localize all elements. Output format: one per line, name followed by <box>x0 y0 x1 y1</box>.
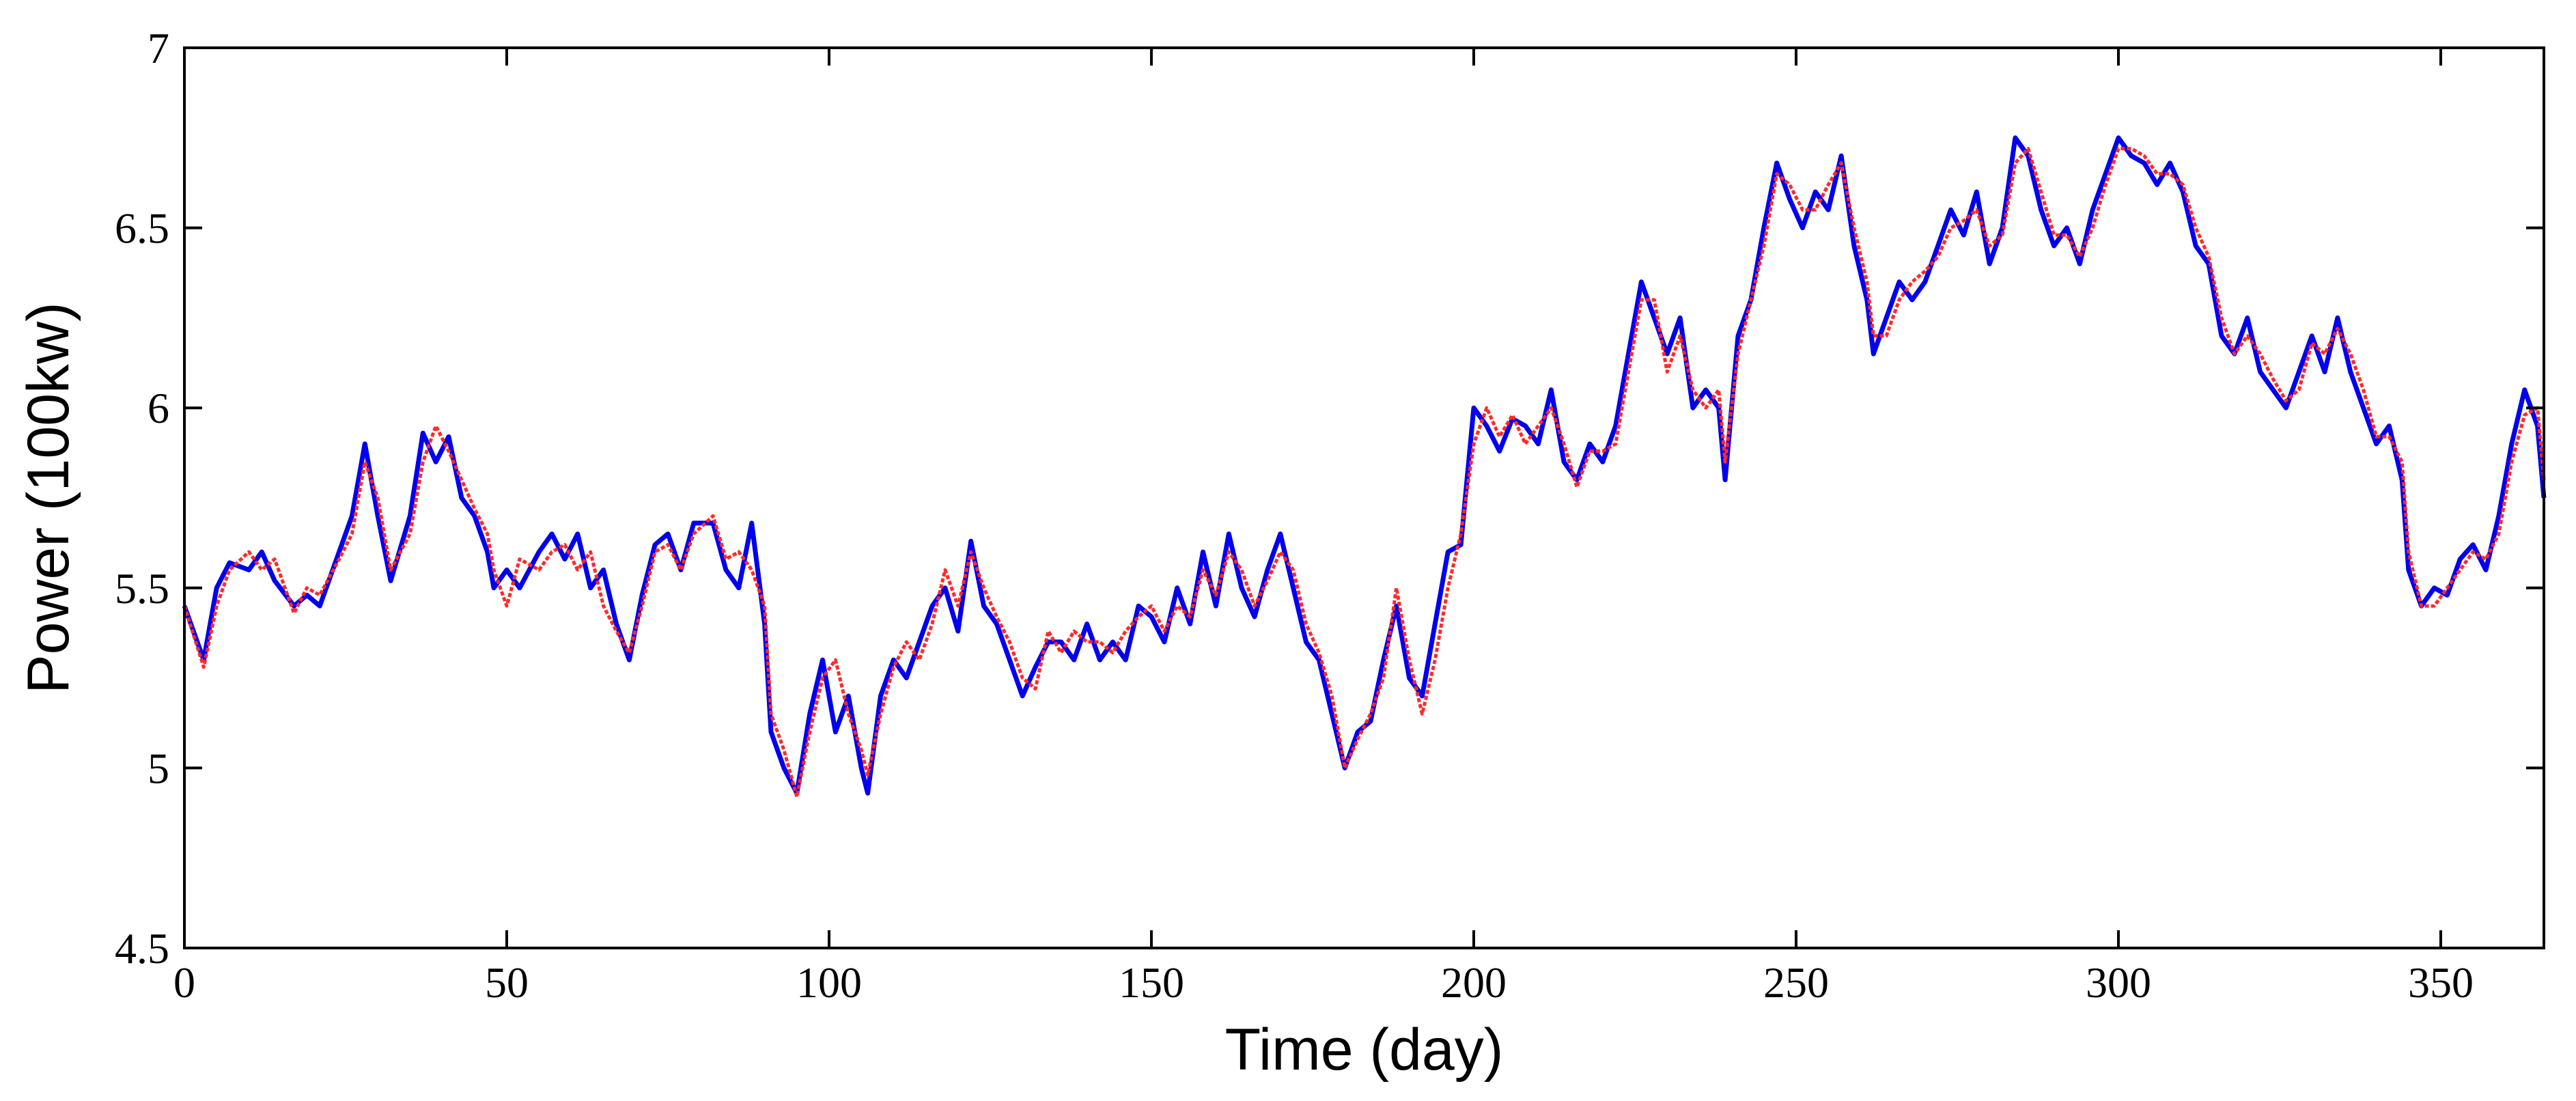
x-tick-label: 150 <box>1119 958 1184 1007</box>
y-tick-label: 6.5 <box>115 204 169 253</box>
y-tick-label: 4.5 <box>115 924 169 973</box>
labels-layer: 0 50 100 150 200 250 300 350 4.5 5 5.5 6 6.5 7 <box>115 24 2474 1007</box>
x-axis-title: Time (day) <box>1225 1017 1504 1083</box>
y-tick-label: 5 <box>148 744 169 792</box>
y-tick-label: 7 <box>148 24 169 72</box>
series-line-2 <box>182 147 2546 799</box>
x-tick-label: 250 <box>1763 958 1829 1007</box>
x-tick-label: 200 <box>1441 958 1507 1007</box>
y-tick-label: 6 <box>148 384 169 432</box>
x-tick-label: 50 <box>485 958 529 1007</box>
x-tick-label: 0 <box>173 958 195 1007</box>
y-axis-title: Power (100kw) <box>16 302 81 694</box>
x-tick-label: 100 <box>796 958 862 1007</box>
plot-frame <box>183 46 2545 949</box>
x-tick-label: 300 <box>2086 958 2151 1007</box>
y-tick-label: 5.5 <box>115 564 169 613</box>
x-tick-label: 350 <box>2408 958 2474 1007</box>
series-layer <box>182 135 2547 799</box>
